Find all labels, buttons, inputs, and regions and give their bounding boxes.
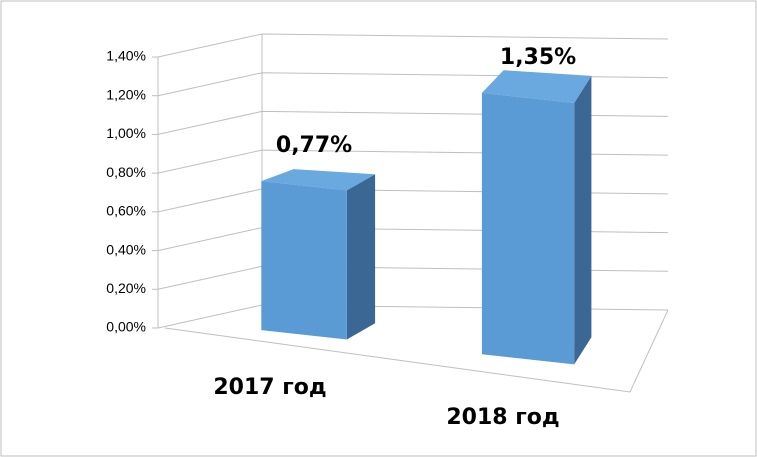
bar [261, 181, 347, 340]
data-label: 1,35% [500, 45, 576, 70]
x-tick-label: 2018 год [446, 405, 559, 430]
bar-top [481, 70, 592, 103]
data-label: 0,77% [276, 133, 352, 158]
floor-edge [164, 309, 669, 393]
y-tick-label: 1,00% [106, 125, 146, 141]
y-tick-label: 0,20% [106, 280, 146, 296]
y-tick-label: 0,60% [106, 203, 146, 219]
bar-side [346, 174, 376, 340]
bar-side [574, 75, 592, 365]
bar-top [261, 169, 376, 191]
x-tick-label: 2017 год [213, 375, 326, 400]
y-tick-label: 1,40% [106, 48, 146, 64]
y-tick-label: 1,20% [106, 86, 146, 102]
grid-line [157, 33, 669, 58]
y-tick-label: 0,00% [106, 319, 146, 335]
y-tick-label: 0,80% [106, 164, 146, 180]
bar [481, 92, 575, 365]
y-tick-label: 0,40% [106, 241, 146, 257]
